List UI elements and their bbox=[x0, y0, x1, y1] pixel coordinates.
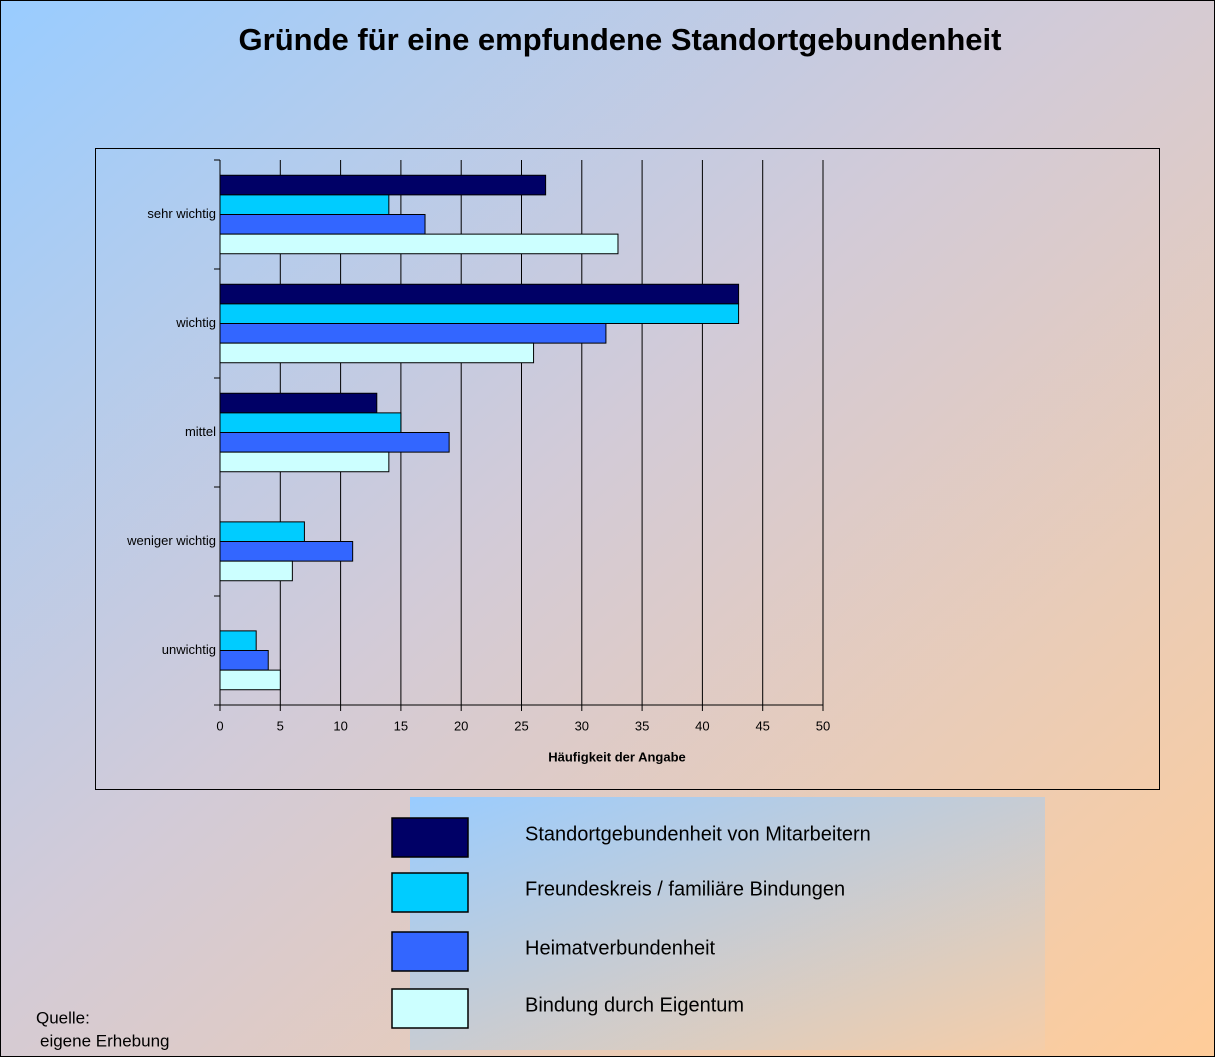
chart-title: Gründe für eine empfundene Standortgebun… bbox=[239, 22, 1002, 57]
source-label: Quelle: bbox=[36, 1008, 90, 1027]
bar bbox=[219, 214, 426, 235]
legend-label: Freundeskreis / familiäre Bindungen bbox=[525, 878, 845, 900]
bar bbox=[219, 630, 257, 652]
y-tick-label: weniger wichtig bbox=[126, 533, 216, 548]
y-tick-label: mittel bbox=[185, 424, 216, 439]
x-tick-label: 25 bbox=[514, 718, 528, 733]
x-tick-label: 10 bbox=[333, 718, 347, 733]
legend-label: Standortgebundenheit von Mitarbeitern bbox=[525, 823, 871, 845]
chart-frame bbox=[95, 148, 1160, 790]
bar bbox=[219, 303, 740, 325]
source: eigene Erhebung bbox=[40, 1031, 170, 1050]
bar bbox=[219, 323, 607, 344]
x-tick-label: 40 bbox=[695, 718, 709, 733]
x-tick-label: 30 bbox=[575, 718, 589, 733]
bar bbox=[219, 283, 740, 305]
x-tick-label: 0 bbox=[216, 718, 223, 733]
legend-swatch bbox=[391, 872, 469, 913]
x-tick-label: 5 bbox=[277, 718, 284, 733]
bar bbox=[219, 174, 547, 196]
bar bbox=[219, 392, 378, 414]
x-axis-title: Häufigkeit der Angabe bbox=[548, 749, 685, 764]
legend-label: Bindung durch Eigentum bbox=[525, 994, 744, 1016]
bar bbox=[219, 194, 390, 216]
legend-swatch bbox=[391, 931, 469, 972]
legend-swatch bbox=[391, 988, 469, 1029]
legend-label: Heimatverbundenheit bbox=[525, 937, 716, 959]
bar bbox=[219, 342, 535, 364]
bar bbox=[219, 560, 293, 582]
bar bbox=[219, 412, 402, 434]
y-tick-label: sehr wichtig bbox=[147, 206, 216, 221]
x-tick-label: 35 bbox=[635, 718, 649, 733]
bar bbox=[219, 541, 354, 562]
x-tick-label: 20 bbox=[454, 718, 468, 733]
x-tick-label: 15 bbox=[394, 718, 408, 733]
bar bbox=[219, 669, 281, 691]
bar bbox=[219, 432, 450, 453]
bar bbox=[219, 650, 269, 671]
bar bbox=[219, 451, 390, 473]
x-tick-label: 45 bbox=[755, 718, 769, 733]
y-tick-label: wichtig bbox=[175, 315, 216, 330]
legend-swatch bbox=[391, 817, 469, 858]
x-tick-label: 50 bbox=[816, 718, 830, 733]
bar bbox=[219, 521, 305, 543]
legend-box bbox=[410, 797, 1045, 1050]
y-tick-label: unwichtig bbox=[162, 642, 216, 657]
bar bbox=[219, 233, 619, 255]
